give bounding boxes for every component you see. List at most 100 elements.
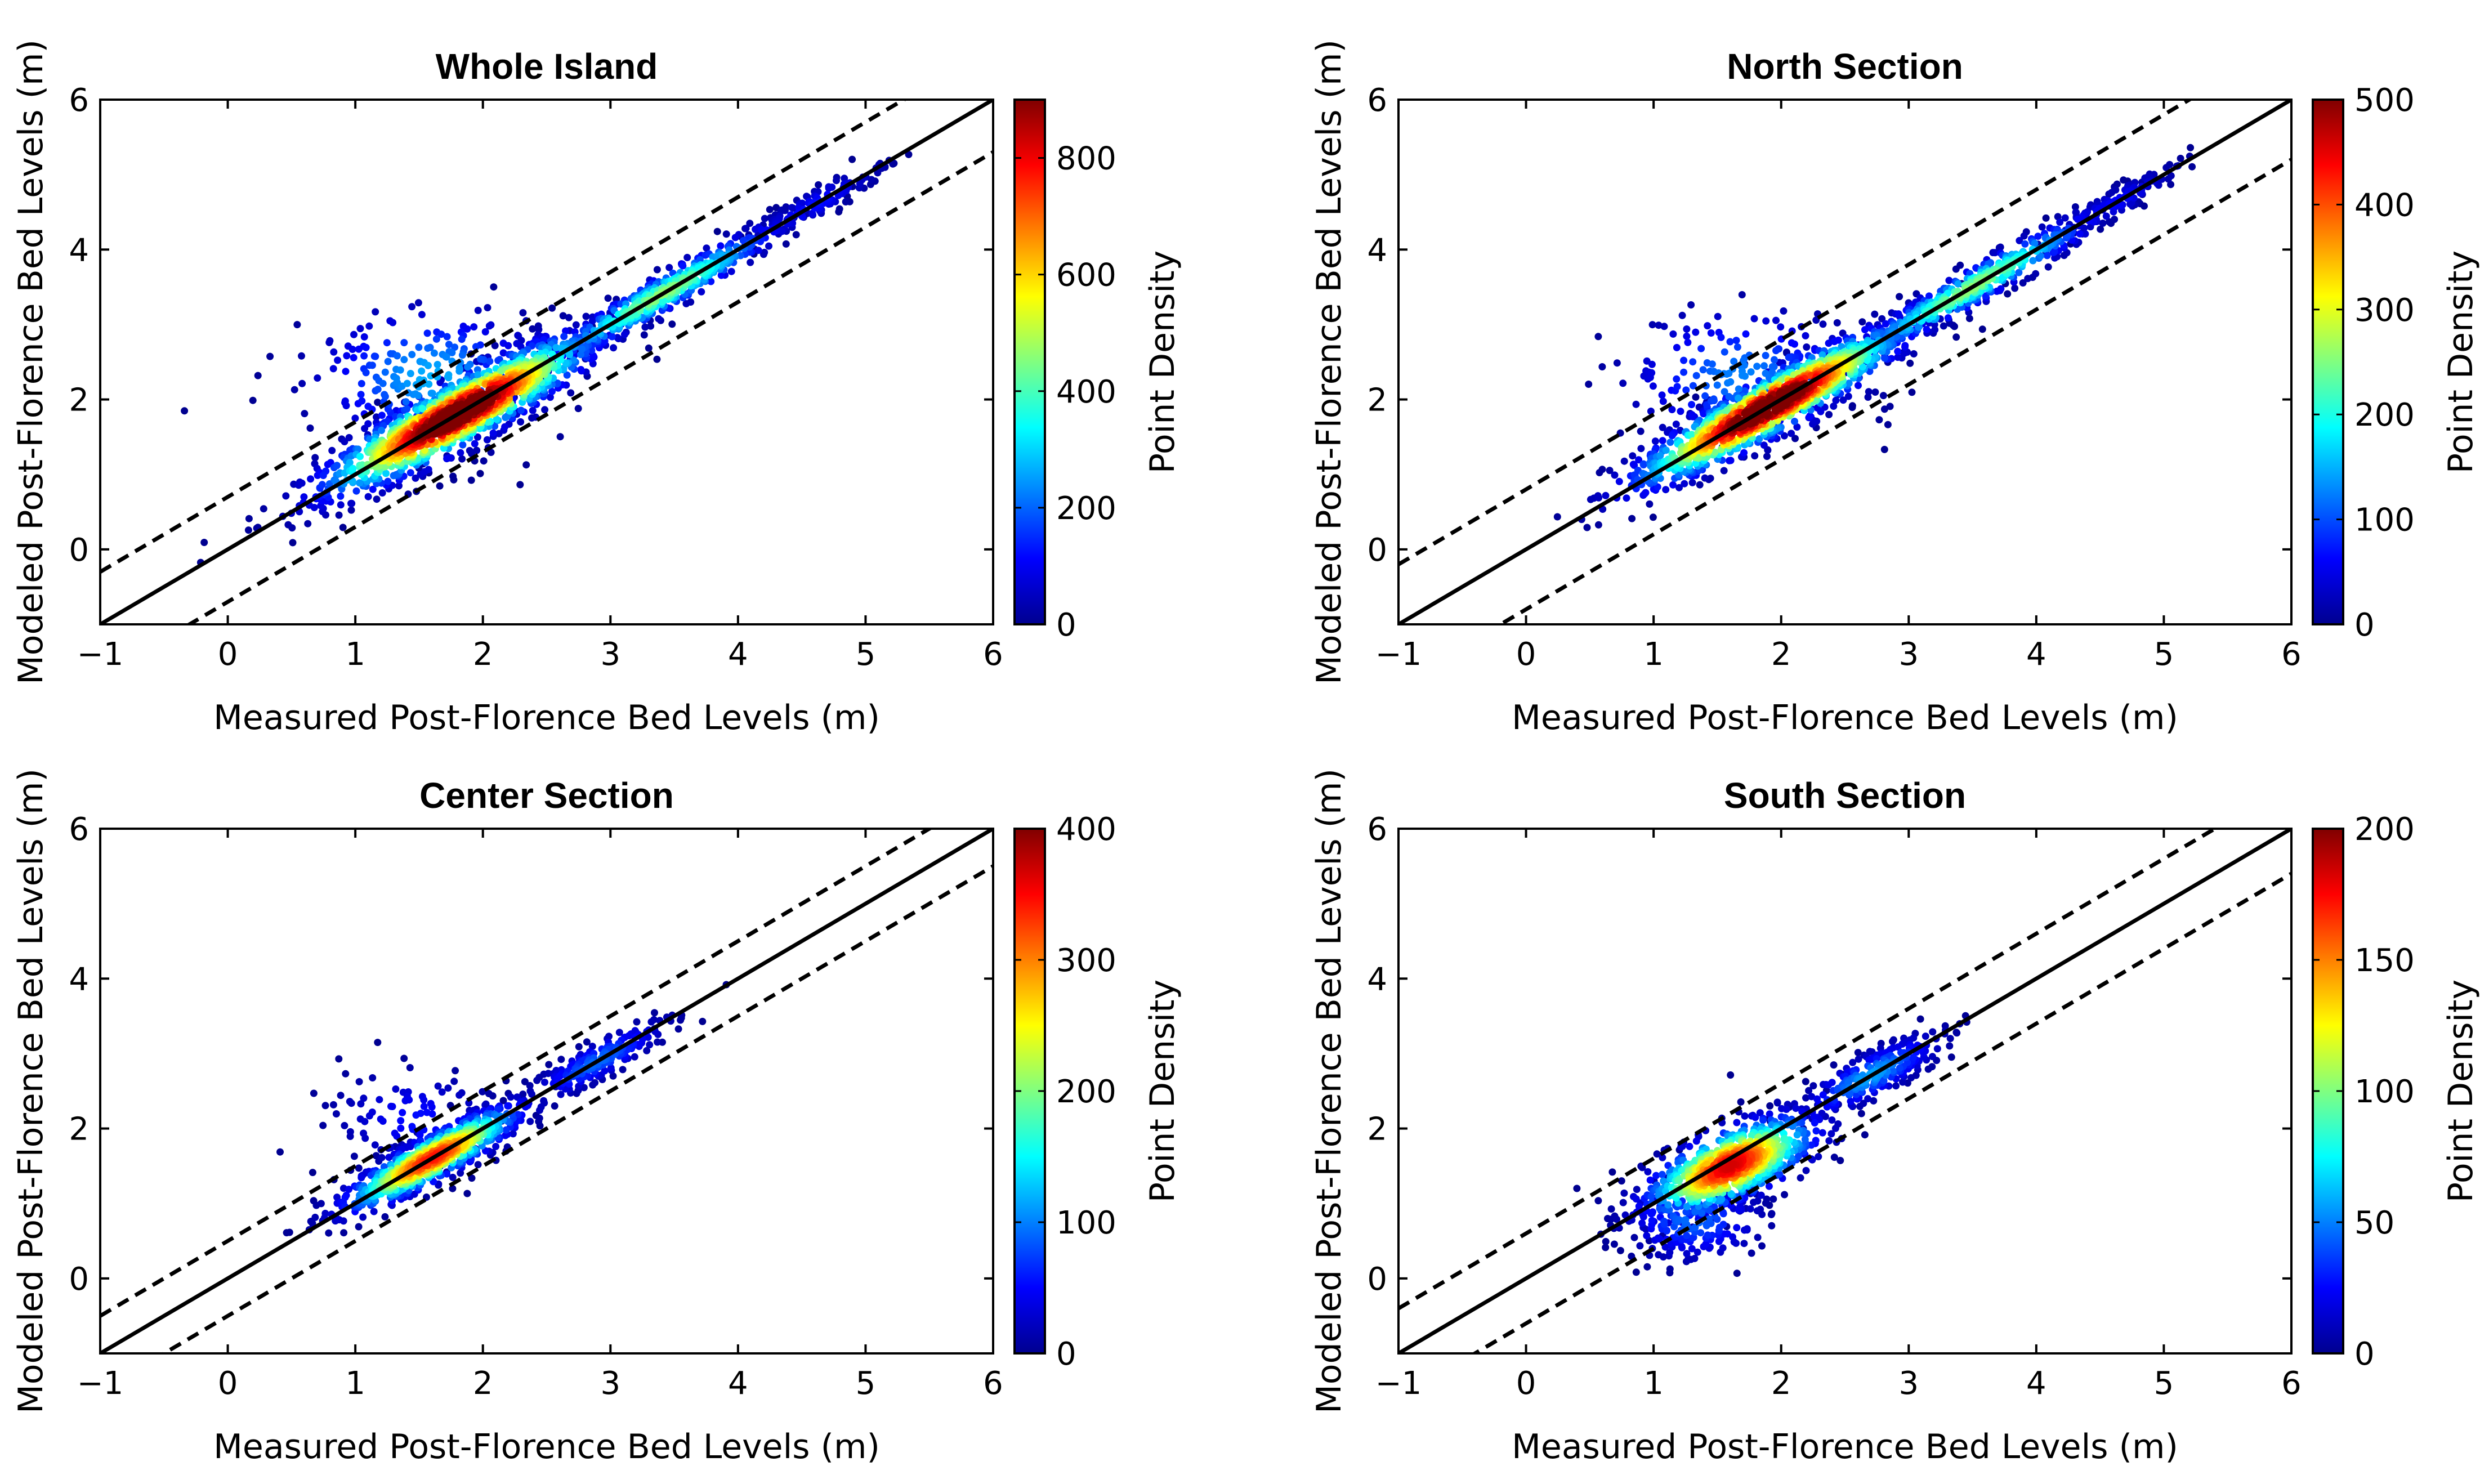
scatter-point xyxy=(601,1067,609,1075)
scatter-point xyxy=(631,1053,638,1061)
scatter-point xyxy=(420,1096,428,1104)
scatter-point xyxy=(1596,469,1603,476)
scatter-point xyxy=(317,1200,325,1208)
scatter-point xyxy=(517,406,525,414)
scatter-point xyxy=(1673,383,1681,391)
scatter-point xyxy=(677,1016,685,1024)
scatter-point xyxy=(378,489,386,497)
scatter-point xyxy=(1901,349,1908,357)
one-to-one-line xyxy=(1398,100,2291,624)
scatter-point xyxy=(406,469,414,477)
scatter-point xyxy=(1762,369,1769,377)
scatter-point xyxy=(2020,232,2028,240)
scatter-point xyxy=(1648,321,1656,329)
scatter-point xyxy=(2105,218,2113,226)
scatter-point xyxy=(1658,391,1666,399)
scatter-point xyxy=(713,227,721,235)
scatter-point xyxy=(200,539,208,546)
scatter-point xyxy=(717,242,725,250)
x-tick-label: 0 xyxy=(1516,636,1536,673)
scatter-point xyxy=(341,397,349,405)
scatter-point xyxy=(1788,339,1795,347)
scatter-point xyxy=(427,372,435,380)
scatter-point xyxy=(419,405,427,413)
scatter-point xyxy=(1871,388,1879,396)
scatter-point xyxy=(1585,381,1593,388)
scatter-point xyxy=(358,1174,365,1182)
scatter-point xyxy=(444,1084,452,1092)
x-tick-label: 1 xyxy=(345,636,365,673)
scatter-point xyxy=(384,357,392,365)
scatter-point xyxy=(582,312,590,320)
scatter-point xyxy=(1791,435,1799,442)
scatter-point xyxy=(647,322,655,330)
scatter-point xyxy=(396,366,404,374)
scatter-point xyxy=(1727,378,1735,386)
scatter-point xyxy=(1753,363,1761,370)
scatter-point xyxy=(1696,481,1704,489)
scatter-point xyxy=(325,1229,333,1237)
scatter-point xyxy=(575,1043,583,1051)
scatter-point xyxy=(1771,356,1778,364)
scatter-point xyxy=(406,1064,414,1071)
scatter-point xyxy=(2029,257,2037,265)
scatter-point xyxy=(640,331,648,339)
scatter-point xyxy=(1878,315,1886,323)
scatter-point xyxy=(477,355,484,363)
scatter-point xyxy=(472,343,480,351)
x-tick-label: 3 xyxy=(600,636,620,673)
scatter-point xyxy=(359,1213,367,1221)
scatter-point xyxy=(1708,360,1716,368)
scatter-point xyxy=(437,330,445,338)
scatter-point xyxy=(1901,342,1909,350)
scatter-point xyxy=(1965,315,1973,323)
scatter-point xyxy=(300,493,308,501)
scatter-point xyxy=(521,1078,529,1085)
scatter-point xyxy=(1832,396,1840,404)
scatter-point xyxy=(1721,348,1728,356)
plot-area xyxy=(100,829,993,1353)
scatter-point xyxy=(541,1078,548,1086)
scatter-point xyxy=(1819,320,1827,328)
scatter-point xyxy=(1735,385,1742,393)
scatter-point xyxy=(1704,322,1712,330)
scatter-point xyxy=(470,323,478,331)
scatter-point xyxy=(778,227,786,235)
scatter-point xyxy=(567,389,575,397)
scatter-point xyxy=(276,1148,284,1156)
colorbar-gradient xyxy=(1015,100,1045,624)
scatter-point xyxy=(1711,448,1719,456)
scatter-point xyxy=(485,322,493,330)
scatter-point xyxy=(1606,467,1614,475)
scatter-point xyxy=(351,414,359,422)
scatter-point xyxy=(425,380,433,388)
scatter-point xyxy=(747,258,754,266)
scatter-point xyxy=(474,306,482,314)
scatter-point xyxy=(330,348,338,356)
scatter-point xyxy=(372,308,379,316)
scatter-point xyxy=(364,493,372,500)
scatter-point xyxy=(1755,435,1763,442)
scatter-point xyxy=(379,1118,387,1125)
scatter-point xyxy=(1952,333,1960,341)
scatter-point xyxy=(486,357,494,365)
scatter-point xyxy=(1611,471,1619,479)
scatter-point xyxy=(420,1102,428,1110)
scatter-point xyxy=(1884,421,1892,428)
scatter-point xyxy=(2015,269,2023,276)
scatter-point xyxy=(588,317,596,325)
panel-title: North Section xyxy=(1727,46,1963,87)
scatter-point xyxy=(1726,457,1733,464)
scatter-point xyxy=(1630,462,1638,469)
scatter-point xyxy=(560,333,568,341)
scatter-point xyxy=(1659,397,1667,405)
scatter-point xyxy=(1682,386,1690,394)
scatter-point xyxy=(301,410,309,418)
scatter-point xyxy=(376,1096,383,1103)
scatter-point xyxy=(349,464,357,472)
scatter-point xyxy=(434,361,441,368)
scatter-point xyxy=(403,379,411,387)
scatter-point xyxy=(1687,301,1695,309)
scatter-point xyxy=(2042,214,2050,222)
